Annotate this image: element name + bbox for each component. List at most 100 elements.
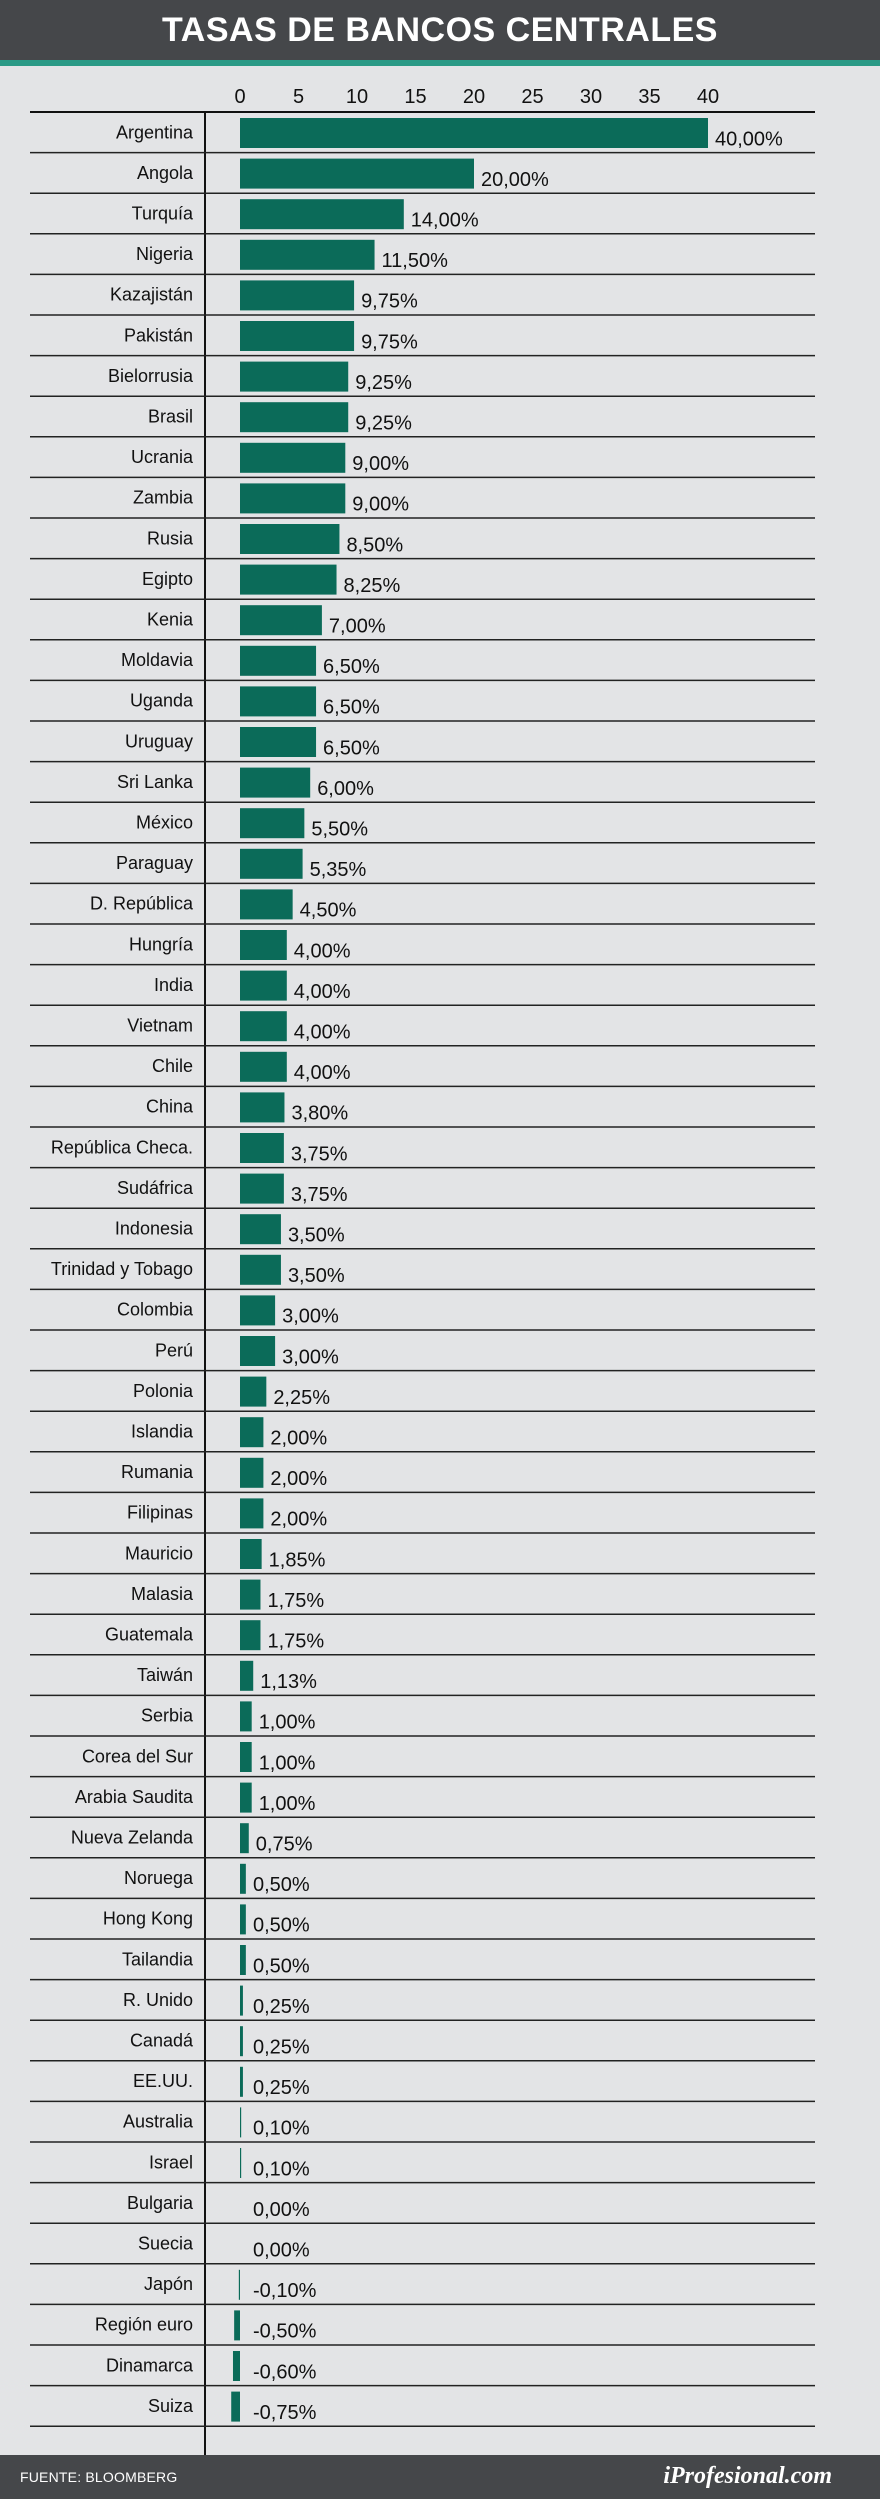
x-tick-label: 40: [697, 86, 719, 108]
category-label: Israel: [149, 2152, 193, 2172]
category-label: Vietnam: [127, 1016, 193, 1036]
category-label: Ucrania: [131, 447, 194, 467]
bar: [232, 2351, 240, 2381]
value-label: 0,25%: [253, 2077, 310, 2099]
value-label: 6,50%: [323, 697, 380, 719]
bar: [240, 767, 311, 798]
category-label: Serbia: [141, 1706, 194, 1726]
x-tick-label: 15: [404, 86, 426, 108]
value-label: 3,00%: [282, 1306, 339, 1328]
value-label: 4,00%: [294, 981, 351, 1003]
bar: [240, 848, 303, 879]
value-label: 9,25%: [355, 413, 412, 435]
bar: [240, 1863, 246, 1894]
value-label: 0,50%: [253, 1874, 310, 1896]
bar: [240, 1376, 267, 1407]
category-label: Suiza: [148, 2396, 194, 2416]
bar: [240, 686, 317, 717]
value-label: 9,75%: [361, 331, 418, 353]
bar: [240, 564, 337, 595]
value-label: 0,00%: [253, 2199, 310, 2221]
value-label: 2,00%: [270, 1468, 327, 1490]
category-label: Trinidad y Tobago: [51, 1259, 193, 1279]
category-label: India: [154, 975, 194, 995]
bar: [240, 1214, 281, 1245]
bar: [240, 1011, 287, 1042]
bar: [240, 1417, 264, 1448]
x-tick-label: 20: [463, 86, 485, 108]
category-label: Filipinas: [127, 1503, 193, 1523]
bar: [240, 889, 293, 920]
bar: [240, 1539, 262, 1569]
bar: [240, 930, 287, 960]
category-label: Paraguay: [116, 853, 193, 873]
category-label: Hungría: [129, 934, 194, 954]
category-label: Región euro: [95, 2315, 193, 2335]
category-label: Japón: [144, 2274, 193, 2294]
bar: [240, 2066, 243, 2097]
category-label: Guatemala: [105, 1625, 194, 1645]
chart-title: TASAS DE BANCOS CENTRALES: [162, 10, 718, 49]
bar: [240, 1336, 276, 1366]
value-label: 1,75%: [267, 1631, 324, 1653]
value-label: 0,75%: [256, 1834, 313, 1856]
bar: [240, 442, 346, 473]
category-label: Tailandia: [122, 1949, 194, 1969]
value-label: 11,50%: [382, 250, 449, 272]
bar: [240, 1092, 285, 1123]
value-label: 3,75%: [291, 1143, 348, 1165]
category-label: Bulgaria: [127, 2193, 194, 2213]
brand-logo: iProfesional.com: [663, 2463, 832, 2489]
value-label: -0,75%: [253, 2402, 317, 2424]
category-label: Rusia: [147, 528, 194, 548]
category-label: Nueva Zelanda: [71, 1828, 194, 1848]
bar: [240, 2026, 243, 2057]
bar: [234, 2310, 240, 2341]
category-label: Polonia: [133, 1381, 194, 1401]
value-label: 1,00%: [259, 1793, 316, 1815]
bar: [240, 2107, 242, 2138]
bar: [240, 1620, 261, 1651]
value-label: 0,50%: [253, 1955, 310, 1977]
bar: [231, 2391, 240, 2422]
category-label: Moldavia: [121, 650, 194, 670]
value-label: 3,80%: [291, 1103, 348, 1125]
category-label: Taiwán: [137, 1665, 193, 1685]
bar: [240, 1742, 252, 1772]
chart-footer: FUENTE: BLOOMBERG iProfesional.com: [0, 2455, 880, 2499]
bar: [240, 1904, 246, 1935]
bar: [240, 1254, 281, 1285]
category-label: Malasia: [131, 1584, 194, 1604]
category-label: Sri Lanka: [117, 772, 194, 792]
value-label: 9,00%: [352, 453, 409, 475]
bar: [240, 1985, 243, 2016]
category-label: República Checa.: [51, 1137, 193, 1157]
category-label: Uruguay: [125, 731, 193, 751]
category-label: Suecia: [138, 2234, 194, 2254]
value-label: 7,00%: [329, 616, 386, 638]
bar: [240, 1295, 276, 1326]
bar: [240, 483, 346, 514]
category-label: D. República: [90, 894, 194, 914]
category-label: Bielorrusia: [108, 366, 194, 386]
category-label: R. Unido: [123, 1990, 193, 2010]
category-label: Colombia: [117, 1300, 194, 1320]
value-label: -0,50%: [253, 2321, 317, 2343]
value-label: 3,00%: [282, 1346, 339, 1368]
category-label: Uganda: [130, 691, 194, 711]
value-label: 2,25%: [273, 1387, 330, 1409]
bar: [240, 727, 317, 757]
category-label: Kazajistán: [110, 285, 193, 305]
bar: [240, 1660, 254, 1691]
x-tick-label: 10: [346, 86, 368, 108]
category-label: Noruega: [124, 1868, 194, 1888]
bar: [240, 1457, 264, 1488]
value-label: 8,50%: [346, 534, 403, 556]
value-label: -0,10%: [253, 2280, 317, 2302]
value-label: 4,50%: [300, 900, 357, 922]
value-label: 2,00%: [270, 1509, 327, 1531]
category-label: Corea del Sur: [82, 1746, 193, 1766]
category-label: China: [146, 1097, 194, 1117]
bar: [240, 524, 340, 554]
